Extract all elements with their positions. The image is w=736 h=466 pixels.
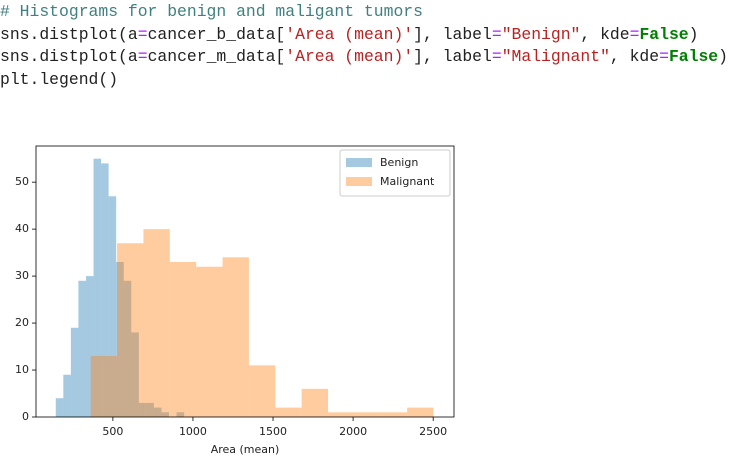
bar xyxy=(176,412,185,417)
bar xyxy=(70,327,79,417)
x-tick-label: 2000 xyxy=(339,425,367,438)
y-tick-label: 50 xyxy=(15,175,29,188)
code-token: = xyxy=(491,24,502,44)
bar xyxy=(161,412,170,417)
legend-label: Malignant xyxy=(380,175,435,188)
x-tick-label: 2500 xyxy=(419,425,447,438)
legend-frame xyxy=(339,149,451,197)
code-token: , kde xyxy=(580,24,630,44)
bar xyxy=(143,229,170,417)
legend: Benign Malignant xyxy=(339,149,451,197)
bar xyxy=(108,196,117,417)
bar xyxy=(116,262,124,417)
plot-frame xyxy=(35,145,455,418)
legend-label: Benign xyxy=(380,156,418,169)
y-tick-label: 20 xyxy=(15,316,29,329)
code-token: sns.distplot(a xyxy=(0,24,138,44)
code-token: , kde xyxy=(609,47,660,67)
bar xyxy=(55,398,64,417)
code-token: ) xyxy=(688,24,699,44)
comment: # Histograms for benign and maligant tum… xyxy=(0,2,423,21)
bar xyxy=(78,280,86,417)
y-tick-label: 0 xyxy=(22,410,29,423)
bar xyxy=(380,412,408,417)
bar xyxy=(146,402,154,417)
bar xyxy=(93,158,102,418)
bar xyxy=(275,407,302,417)
y-tick-label: 40 xyxy=(15,222,29,235)
code-line: sns.distplot(a=cancer_b_data['Area (mean… xyxy=(0,24,728,47)
legend-swatch xyxy=(346,158,372,167)
code-token: = xyxy=(629,24,640,44)
bar xyxy=(153,407,162,417)
code-token: ], label xyxy=(413,24,492,44)
bar xyxy=(169,262,197,417)
code-token: = xyxy=(659,47,669,67)
code-line: sns.distplot(a=cancer_m_data['Area (mean… xyxy=(0,46,728,69)
x-tick-label: 1500 xyxy=(259,425,287,438)
code-token: False xyxy=(639,24,689,44)
code-token: sns.distplot(a xyxy=(0,47,138,67)
code-token: = xyxy=(137,24,148,44)
bar xyxy=(117,243,144,417)
legend-swatch xyxy=(346,177,372,186)
bar xyxy=(101,163,109,417)
bar xyxy=(138,402,147,417)
bar xyxy=(196,266,223,417)
x-axis-label: Area (mean) xyxy=(211,443,280,456)
code-token: cancer_m_data[ xyxy=(147,47,286,67)
bar xyxy=(407,407,434,417)
code-token: False xyxy=(668,47,719,67)
code-token: cancer_b_data[ xyxy=(147,24,286,44)
bar xyxy=(248,365,276,417)
code-token: "Malignant" xyxy=(501,47,610,67)
code-token: "Benign" xyxy=(501,24,581,44)
bar xyxy=(354,412,381,417)
y-tick-label: 30 xyxy=(15,269,29,282)
y-tick-label: 10 xyxy=(15,363,29,376)
bar xyxy=(123,280,132,417)
bar xyxy=(222,257,249,417)
code-token: ) xyxy=(718,47,728,67)
bar xyxy=(90,355,118,417)
x-tick-label: 500 xyxy=(102,425,123,438)
bar xyxy=(63,374,71,417)
bar xyxy=(85,276,94,417)
code-line: # Histograms for benign and maligant tum… xyxy=(0,1,728,24)
bar xyxy=(131,332,139,417)
code-token: plt.legend() xyxy=(0,69,119,89)
code-token: 'Area (mean)' xyxy=(285,47,414,67)
code-token: = xyxy=(491,47,502,67)
code-token: ], label xyxy=(413,47,492,67)
code-cell: # Histograms for benign and maligant tum… xyxy=(0,1,728,91)
bar xyxy=(328,412,355,417)
code-line: plt.legend() xyxy=(0,69,728,92)
x-tick-label: 1000 xyxy=(179,425,207,438)
code-token: 'Area (mean)' xyxy=(285,24,414,44)
code-token: = xyxy=(137,47,148,67)
bar xyxy=(301,388,329,417)
